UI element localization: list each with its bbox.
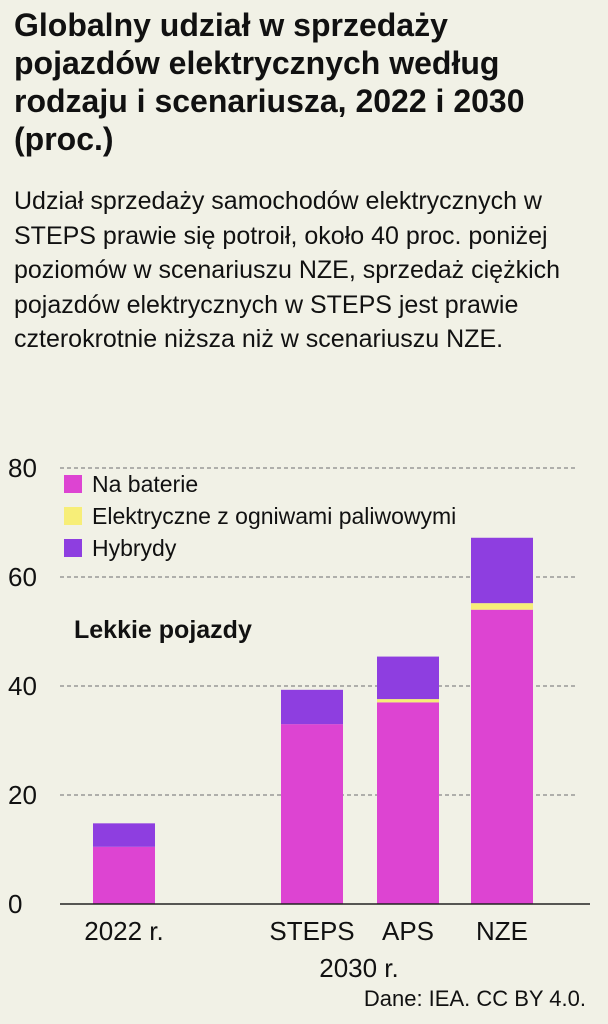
- chart-subtitle: Udział sprzedaży samochodów elektrycznyc…: [14, 187, 561, 353]
- bar-segment: [471, 537, 533, 604]
- y-tick-label: 0: [8, 889, 22, 919]
- legend-swatch: [64, 507, 82, 525]
- x-tick-label: APS: [382, 916, 434, 946]
- y-tick-label: 20: [8, 780, 37, 810]
- bar-segment: [471, 609, 533, 904]
- bar-segment: [377, 702, 439, 904]
- x-group-label: 2030 r.: [319, 953, 399, 983]
- y-tick-label: 40: [8, 671, 37, 701]
- x-tick-label: STEPS: [269, 916, 354, 946]
- x-tick-label: NZE: [476, 916, 528, 946]
- legend-label: Elektryczne z ogniwami paliwowymi: [92, 503, 456, 529]
- bar-segment: [93, 823, 155, 847]
- source-note: Dane: IEA. CC BY 4.0.: [363, 986, 586, 1011]
- legend-label: Na baterie: [92, 471, 198, 497]
- legend-swatch: [64, 539, 82, 557]
- bar-segment: [93, 846, 155, 904]
- stacked-bar-chart: 0 20 40 60 80 2022 r. STEPS APS NZE 2030 r. Na bat…: [8, 453, 590, 983]
- bar-segment: [377, 699, 439, 703]
- x-tick-label: 2022 r.: [84, 916, 164, 946]
- bar-segment: [281, 724, 343, 904]
- legend-swatch: [64, 475, 82, 493]
- legend-label: Hybrydy: [92, 535, 177, 561]
- bar-segment: [377, 656, 439, 700]
- y-tick-label: 60: [8, 562, 37, 592]
- y-tick-label: 80: [8, 453, 37, 483]
- bar-segment: [281, 689, 343, 725]
- bar-segment: [471, 603, 533, 610]
- panel-label: Lekkie pojazdy: [74, 616, 252, 644]
- chart-title: Globalny udział w sprzedaży pojazdów ele…: [14, 7, 525, 157]
